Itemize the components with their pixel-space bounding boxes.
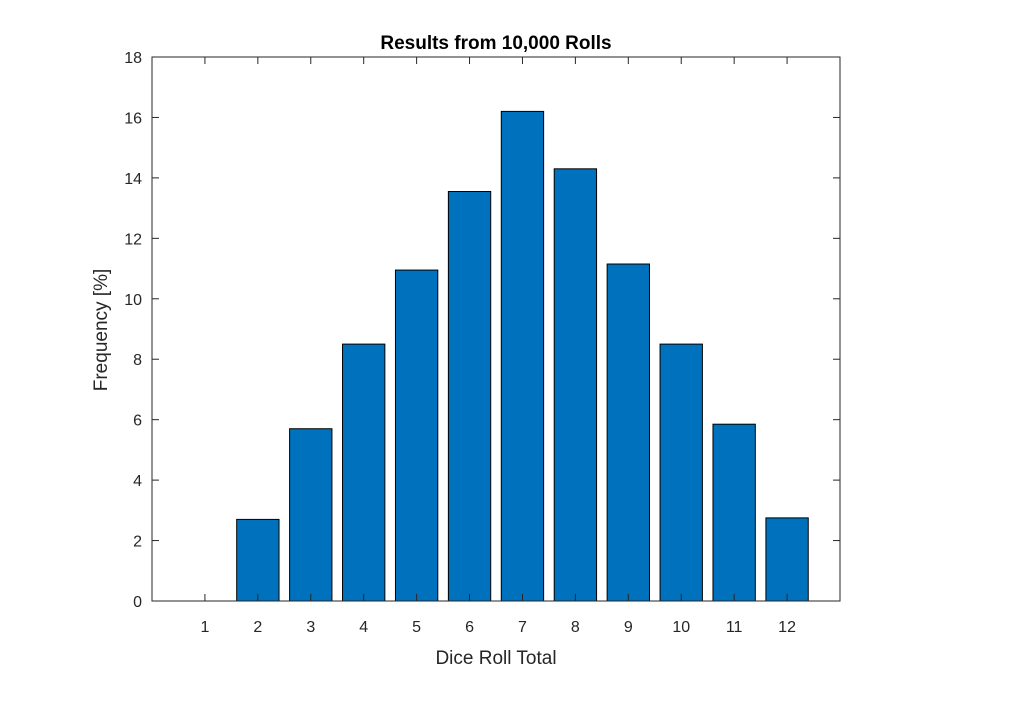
bar-9 [606,263,650,602]
y-tick-label: 12 [124,231,142,248]
bar-5 [394,269,439,602]
x-tick-label: 10 [672,619,690,636]
bar-10 [659,343,703,602]
y-axis-ticks: 0 2 4 6 8 10 12 14 16 18 [124,50,840,611]
x-tick-label: 9 [624,619,633,636]
x-tick-label: 5 [412,619,421,636]
y-tick-label: 4 [133,473,142,490]
x-tick-label: 11 [726,619,743,636]
x-tick-label: 1 [200,619,209,636]
y-tick-label: 0 [133,594,142,611]
bar-2 [236,518,280,602]
y-tick-label: 14 [124,171,142,188]
chart-title: Results from 10,000 Rolls [380,33,611,54]
bar-12 [765,517,809,602]
x-tick-label: 12 [778,619,796,636]
y-axis-label: Frequency [%] [91,269,112,392]
x-tick-label: 8 [571,619,580,636]
y-tick-label: 10 [124,292,142,309]
x-axis-ticks: 1 2 3 4 5 6 7 8 9 10 11 12 [200,57,796,636]
y-tick-label: 8 [133,352,142,369]
x-tick-label: 6 [465,619,474,636]
bar-4 [342,343,386,602]
bar-6 [447,190,492,602]
plot-area-border [151,56,841,602]
bar-7 [500,110,545,602]
bar-11 [712,423,756,602]
y-tick-label: 6 [133,413,142,430]
x-tick-label: 7 [518,619,527,636]
bar-8 [553,168,598,602]
bar-3 [289,428,333,602]
x-tick-label: 3 [306,619,315,636]
bars [236,110,809,602]
y-tick-label: 2 [133,534,142,551]
x-tick-label: 4 [359,619,368,636]
y-tick-label: 18 [124,50,142,67]
y-tick-label: 16 [124,110,142,127]
x-axis-label: Dice Roll Total [435,648,556,669]
x-tick-label: 2 [253,619,262,636]
